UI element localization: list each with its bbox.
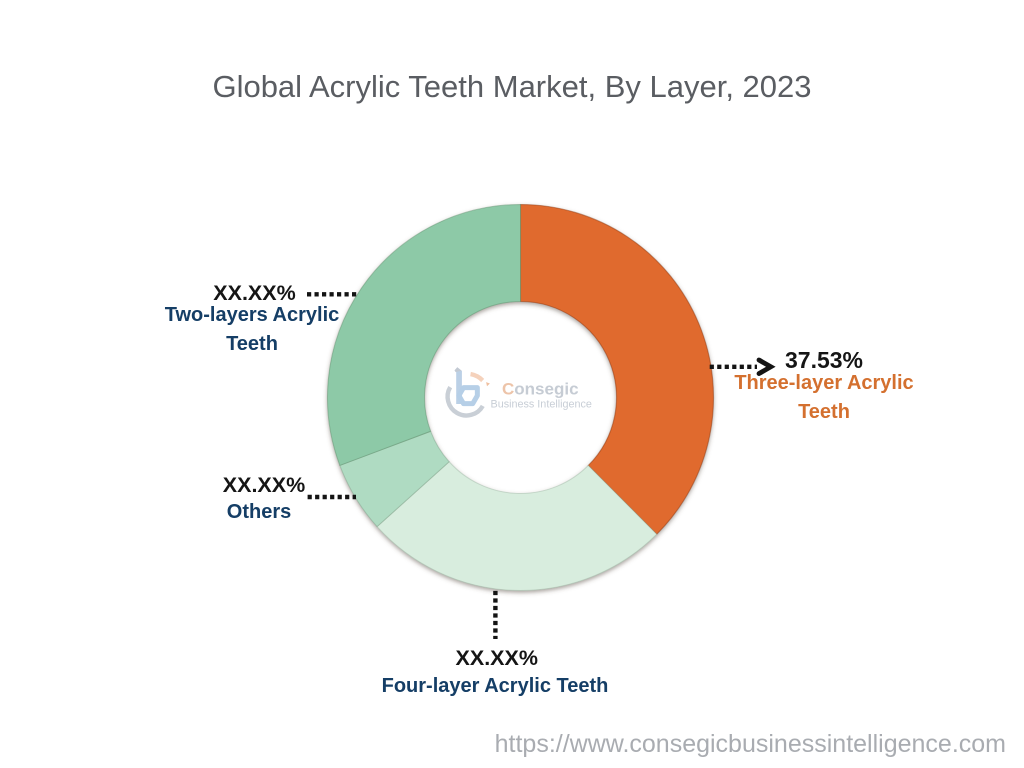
svg-text:Consegic: Consegic bbox=[502, 380, 579, 399]
svg-text:Business Intelligence: Business Intelligence bbox=[491, 399, 592, 411]
